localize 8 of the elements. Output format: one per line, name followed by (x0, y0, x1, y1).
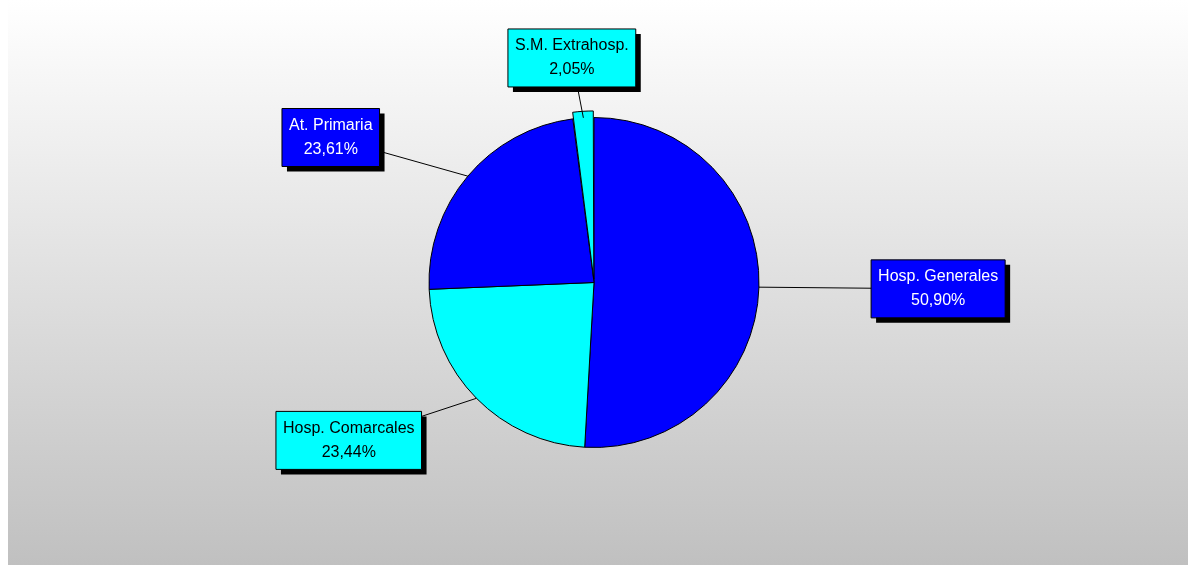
data-label: 23,44% (321, 442, 376, 460)
slice-label: Hosp. Generales (878, 267, 999, 285)
data-label: 23,61% (303, 139, 358, 157)
slice-label: Hosp. Comarcales (282, 418, 415, 436)
data-label: 2,05% (549, 60, 595, 78)
slice-label: S.M. Extrahosp. (514, 36, 629, 54)
data-label: 50,90% (910, 291, 966, 309)
slice-label: At. Primaria (288, 115, 373, 133)
